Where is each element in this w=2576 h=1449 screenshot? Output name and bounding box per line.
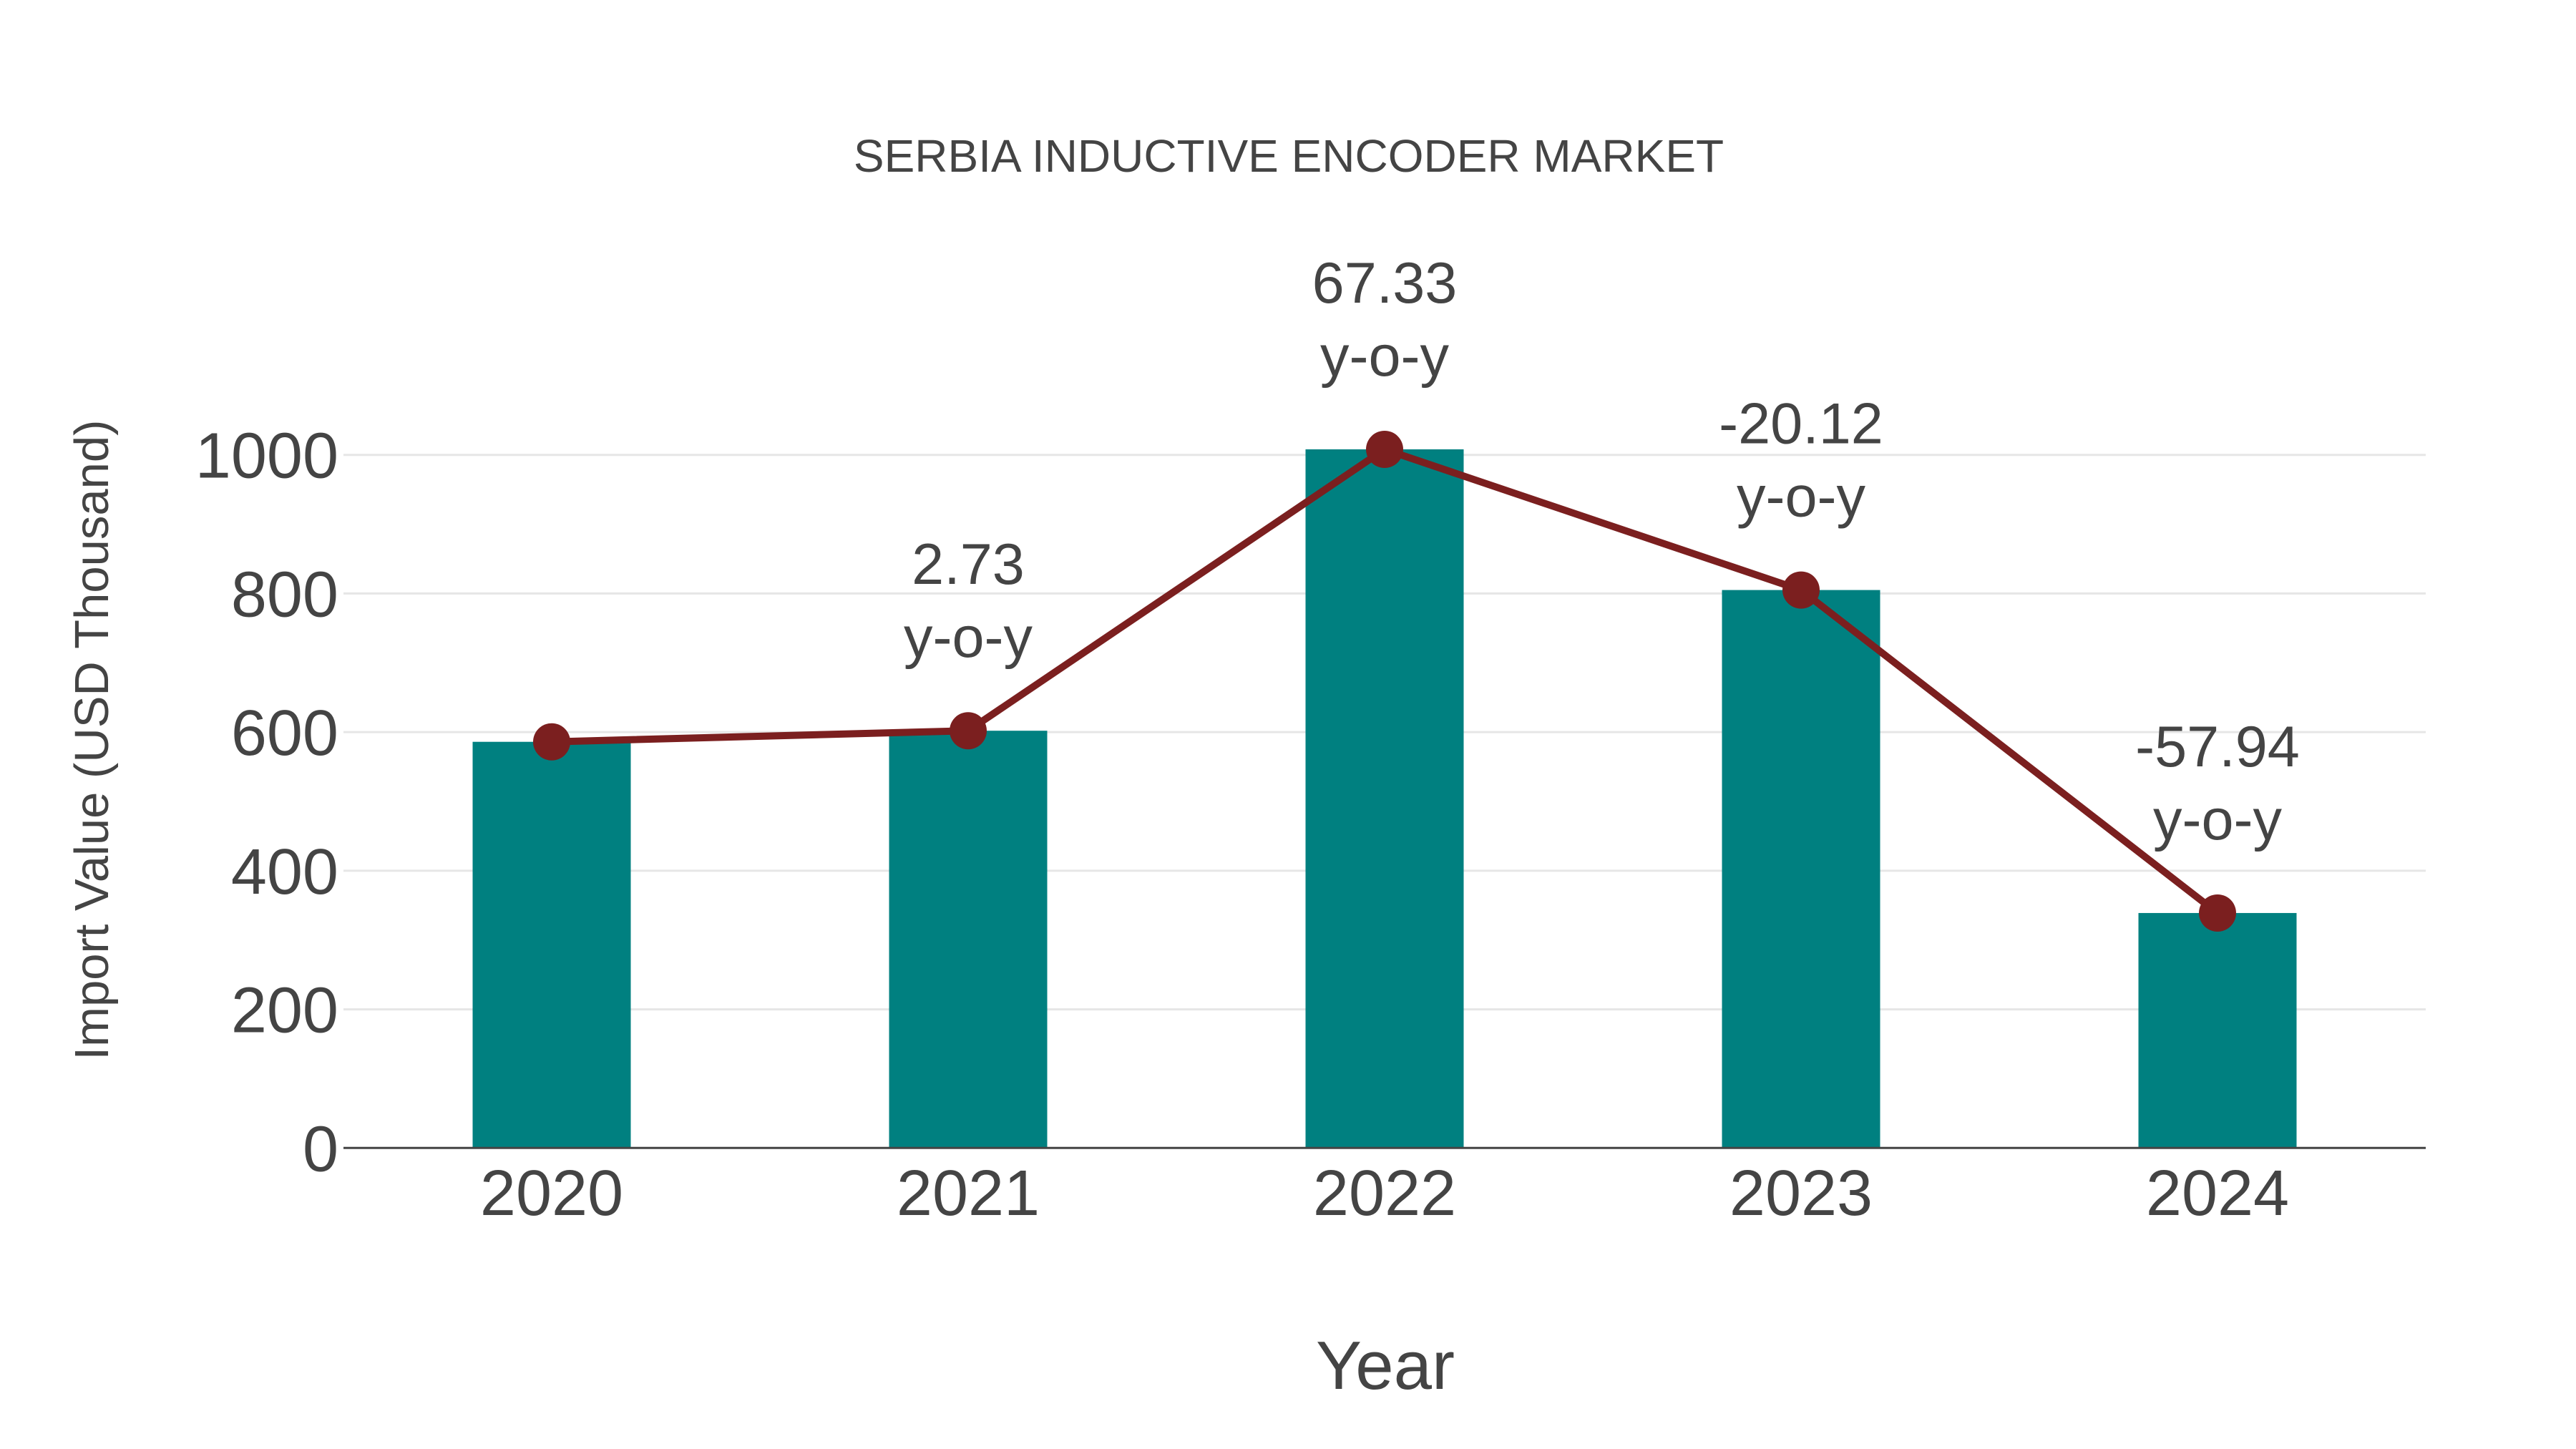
- yoy-suffix: y-o-y: [1737, 465, 1865, 530]
- chart-title: SERBIA INDUCTIVE ENCODER MARKET: [854, 130, 1724, 182]
- yoy-value: 2.73: [912, 532, 1025, 597]
- bar-series: [472, 449, 2297, 1148]
- yoy-value: -20.12: [1719, 392, 1883, 457]
- trend-marker-2020[interactable]: [533, 723, 570, 761]
- trend-marker-2022[interactable]: [1366, 430, 1403, 468]
- yoy-annotation-2023: -20.12 y-o-y: [1719, 392, 1883, 530]
- yoy-annotation-2021: 2.73 y-o-y: [904, 532, 1033, 670]
- x-tick-labels: 2020 2021 2022 2023 2024: [480, 1158, 2289, 1229]
- yoy-annotations: 2.73 y-o-y 67.33 y-o-y -20.12 y-o-y -57.94 y-o-…: [904, 251, 2300, 852]
- y-axis-title: Import Value (USD Thousand): [65, 420, 119, 1060]
- x-axis-title: Year: [1316, 1327, 1455, 1404]
- yoy-annotation-2022: 67.33 y-o-y: [1312, 251, 1458, 389]
- y-tick-label: 600: [231, 698, 338, 769]
- y-tick-label: 400: [231, 836, 338, 908]
- bar-2021[interactable]: [889, 731, 1048, 1148]
- bar-2024[interactable]: [2138, 912, 2297, 1148]
- x-tick-label: 2024: [2146, 1158, 2289, 1229]
- yoy-suffix: y-o-y: [2153, 788, 2282, 852]
- y-tick-label: 800: [231, 559, 338, 630]
- bar-2022[interactable]: [1305, 449, 1464, 1148]
- x-tick-label: 2021: [897, 1158, 1040, 1229]
- yoy-annotation-2024: -57.94 y-o-y: [2135, 715, 2300, 852]
- x-tick-label: 2020: [480, 1158, 623, 1229]
- y-tick-labels: 0 200 400 600 800 1000: [195, 421, 338, 1186]
- y-tick-label: 1000: [195, 421, 338, 492]
- trend-marker-2024[interactable]: [2199, 894, 2236, 932]
- yoy-suffix: y-o-y: [904, 605, 1033, 670]
- yoy-suffix: y-o-y: [1320, 324, 1449, 389]
- bar-2023[interactable]: [1722, 590, 1880, 1148]
- x-tick-label: 2022: [1313, 1158, 1456, 1229]
- y-tick-label: 200: [231, 975, 338, 1047]
- bar-2020[interactable]: [472, 741, 631, 1148]
- x-tick-label: 2023: [1729, 1158, 1873, 1229]
- trend-marker-2021[interactable]: [950, 712, 987, 750]
- yoy-value: 67.33: [1312, 251, 1458, 316]
- y-tick-label: 0: [303, 1113, 338, 1185]
- line-series: [533, 430, 2236, 932]
- yoy-value: -57.94: [2135, 715, 2300, 779]
- trend-marker-2023[interactable]: [1782, 571, 1820, 609]
